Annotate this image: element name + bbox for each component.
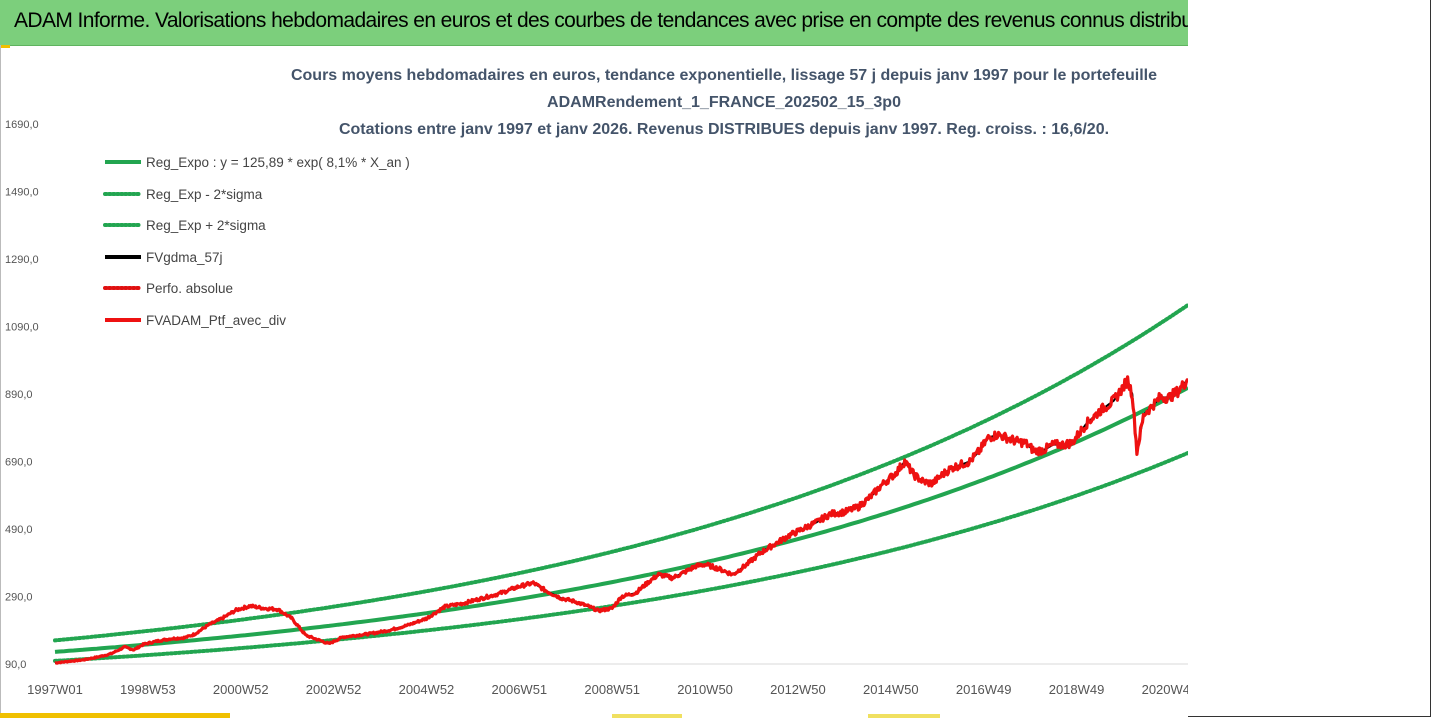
line-chart: Cours moyens hebdomadaires en euros, ten… (5, 67, 1188, 697)
y-tick-label: 1290,0 (5, 254, 39, 266)
chart-title-line-2: ADAMRendement_1_FRANCE_202502_15_3p0 (547, 94, 901, 111)
accent-bar-bottom-2 (612, 714, 682, 718)
accent-bar-top (0, 45, 10, 48)
reg-minus-2sigma-line (53, 450, 1188, 663)
x-tick-label: 2000W52 (213, 682, 269, 697)
x-tick-label: 1997W01 (27, 682, 83, 697)
x-tick-label: 2012W50 (770, 682, 826, 697)
x-tick-label: 2020W49 (1142, 682, 1188, 697)
x-tick-label: 2016W49 (956, 682, 1012, 697)
x-tick-label: 2018W49 (1049, 682, 1105, 697)
x-axis: 1997W01 1998W53 2000W52 2002W52 2004W52 2006W… (27, 663, 1188, 697)
y-tick-label: 890,0 (5, 389, 33, 401)
banner-title: ADAM Informe. Valorisations hebdomadaire… (14, 9, 1188, 32)
y-tick-label: 290,0 (5, 592, 33, 604)
y-tick-label: 490,0 (5, 524, 33, 536)
y-tick-label: 1690,0 (5, 119, 39, 131)
series-group (53, 303, 1188, 665)
accent-bar-bottom-3 (868, 714, 940, 718)
accent-bar-bottom (0, 713, 230, 718)
x-tick-label: 2006W51 (492, 682, 548, 697)
y-tick-label: 1090,0 (5, 322, 39, 334)
legend-label: FVADAM_Ptf_avec_div (146, 313, 286, 328)
legend-item: FVgdma_57j (105, 250, 223, 265)
side-panel-frame (1188, 0, 1431, 717)
reg-plus-2sigma-line (53, 303, 1188, 643)
y-tick-label: 690,0 (5, 457, 33, 469)
legend-label: Reg_Exp + 2*sigma (146, 218, 266, 233)
legend-item: Reg_Exp - 2*sigma (103, 187, 263, 202)
y-tick-label: 1490,0 (5, 187, 39, 199)
y-axis: 1690,0 1490,0 1290,0 1090,0 890,0 690,0 490,0 2… (5, 119, 39, 671)
chart-title-line-3: Cotations entre janv 1997 et janv 2026. … (339, 121, 1109, 138)
legend-item: Perfo. absolue (103, 281, 233, 296)
chart-left-border (0, 45, 1, 713)
x-tick-label: 2014W50 (863, 682, 919, 697)
reg-expo-line (54, 386, 1188, 654)
legend-label: Reg_Exp - 2*sigma (146, 187, 263, 202)
chart-title: Cours moyens hebdomadaires en euros, ten… (291, 67, 1157, 138)
x-tick-label: 2004W52 (399, 682, 455, 697)
fvadam-ptf-line (54, 375, 1188, 665)
legend-item: Reg_Exp + 2*sigma (103, 218, 266, 233)
x-tick-label: 2008W51 (584, 682, 640, 697)
legend-item: FVADAM_Ptf_avec_div (105, 313, 286, 328)
legend-label: Perfo. absolue (146, 281, 233, 296)
y-tick-label: 90,0 (5, 659, 26, 671)
legend: Reg_Expo : y = 125,89 * exp( 8,1% * X_an… (103, 155, 410, 328)
x-tick-label: 1998W53 (120, 682, 176, 697)
legend-label: Reg_Expo : y = 125,89 * exp( 8,1% * X_an… (146, 155, 410, 170)
legend-label: FVgdma_57j (146, 250, 223, 265)
x-tick-label: 2002W52 (306, 682, 362, 697)
legend-item: Reg_Expo : y = 125,89 * exp( 8,1% * X_an… (105, 155, 410, 170)
x-tick-label: 2010W50 (677, 682, 733, 697)
chart-title-line-1: Cours moyens hebdomadaires en euros, ten… (291, 67, 1157, 84)
banner: ADAM Informe. Valorisations hebdomadaire… (0, 0, 1188, 46)
